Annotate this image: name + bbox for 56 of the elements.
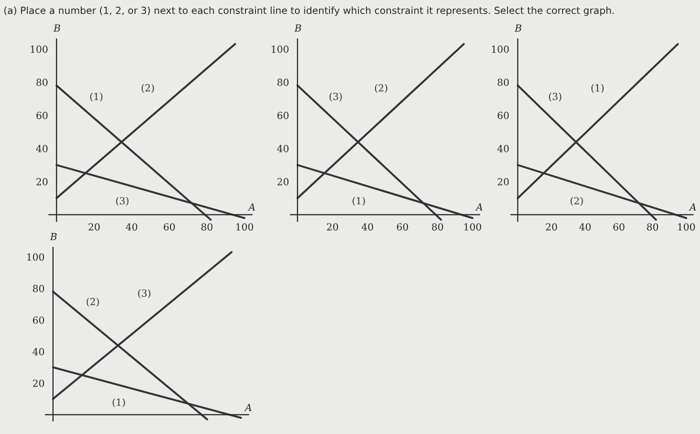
y-tick-label: 60 (277, 112, 289, 120)
y-axis-title: B (514, 24, 522, 32)
series-label: (2) (375, 84, 388, 93)
series-label: (1) (591, 84, 604, 93)
y-tick-label: 100 (30, 45, 48, 53)
y-tick-label: 20 (277, 178, 289, 186)
x-tick-label: 100 (678, 223, 695, 231)
x-tick-label: 80 (432, 223, 444, 231)
y-tick-label: 100 (272, 45, 289, 53)
x-tick-label: 80 (647, 223, 658, 231)
y-tick-label: 40 (36, 144, 48, 152)
series-label: (3) (116, 196, 128, 206)
y-tick-label: 40 (277, 144, 289, 152)
y-tick-label: 80 (498, 78, 509, 86)
x-tick-label: 80 (201, 223, 212, 231)
y-tick-label: 20 (498, 178, 509, 186)
y-tick-label: 60 (498, 112, 509, 120)
x-tick-label: 100 (464, 223, 482, 231)
x-tick-label: 60 (613, 223, 624, 231)
y-tick-label: 100 (27, 253, 44, 261)
y-tick-label: 100 (492, 45, 509, 53)
series-label: (1) (112, 398, 125, 408)
series-label: (2) (570, 196, 583, 206)
x-tick-label: 40 (362, 223, 374, 231)
series-label: (3) (549, 92, 562, 102)
x-tick-label: 40 (126, 223, 138, 231)
x-tick-label: 40 (579, 223, 591, 231)
y-axis-title: B (294, 24, 302, 32)
x-tick-label: 100 (236, 223, 254, 231)
y-tick-label: 60 (32, 316, 44, 324)
y-tick-label: 20 (36, 178, 48, 186)
series-label: (2) (142, 84, 154, 93)
x-tick-label: 20 (88, 223, 100, 231)
x-tick-label: 60 (164, 223, 175, 231)
series-label: (1) (352, 196, 365, 206)
text: (a) Place a number (1, 2, or 3) next to each constraint line to identify which constraint it represents. Select the correct graph. (4, 6, 614, 16)
series-label: (2) (86, 298, 99, 307)
y-tick-label: 80 (36, 78, 48, 86)
x-axis-title: A (688, 203, 696, 210)
x-tick-label: 20 (546, 223, 557, 231)
series-label: (3) (138, 289, 150, 298)
y-axis-title: B (50, 233, 57, 240)
x-axis-title: A (248, 203, 256, 210)
y-tick-label: 40 (497, 144, 509, 152)
x-axis-title: A (475, 203, 483, 210)
y-tick-label: 20 (32, 380, 44, 387)
y-tick-label: 60 (36, 112, 48, 120)
series-label: (3) (330, 92, 342, 102)
y-axis-title: B (53, 24, 60, 32)
x-tick-label: 20 (326, 223, 338, 231)
x-tick-label: 60 (396, 223, 408, 231)
y-tick-label: 80 (32, 284, 44, 292)
y-tick-label: 40 (32, 348, 44, 356)
x-axis-title: A (244, 404, 252, 412)
series-label: (1) (90, 92, 102, 102)
y-tick-label: 80 (277, 78, 289, 86)
